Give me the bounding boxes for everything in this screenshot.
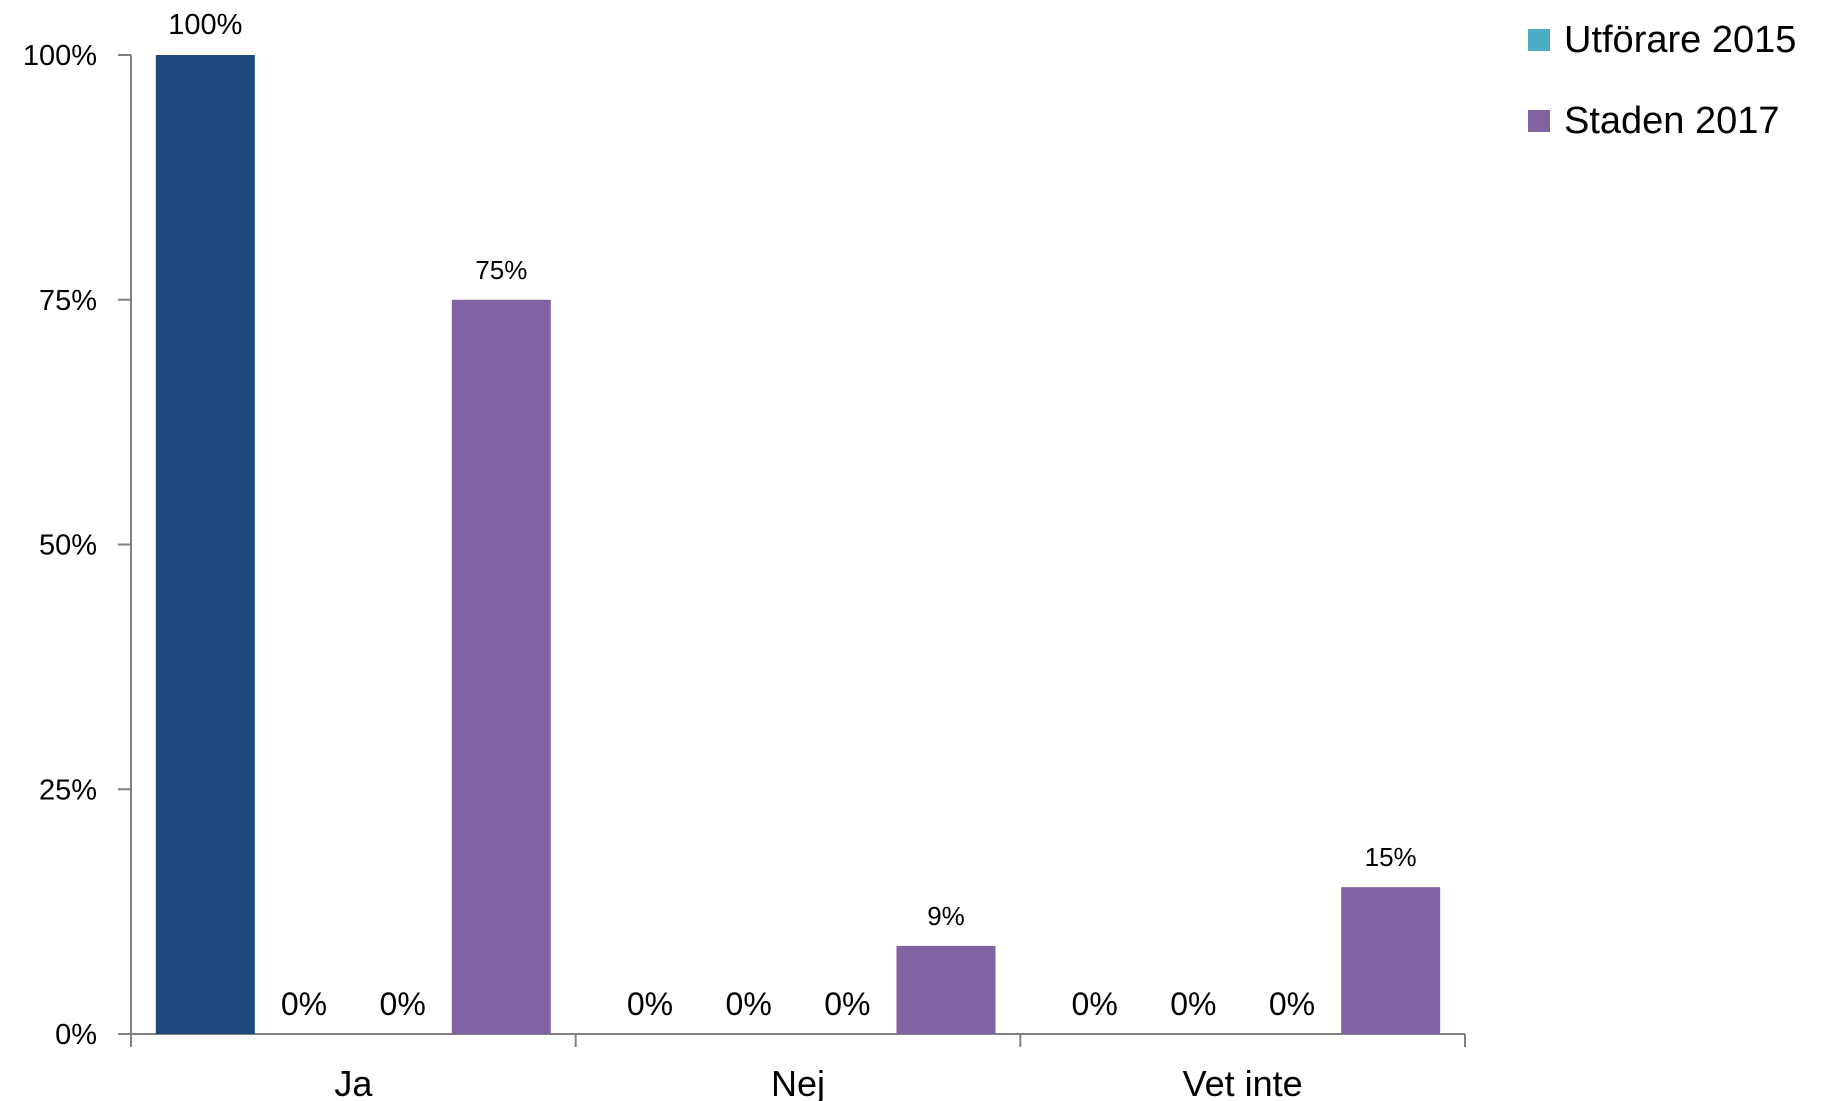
legend: Utförare 2015 Staden 2017 xyxy=(1528,18,1797,182)
legend-label-staden-2017: Staden 2017 xyxy=(1564,99,1780,142)
data-label: 0% xyxy=(1170,986,1216,1022)
data-label: 0% xyxy=(1269,986,1315,1022)
legend-label-utforare-2015: Utförare 2015 xyxy=(1564,18,1797,61)
data-labels: 100% 0% 0% 0% 0% 0% 0% 0% 0% 75% 9% 15% xyxy=(168,9,1416,1022)
x-category-label: Vet inte xyxy=(1183,1063,1303,1101)
x-axis: Ja Nej Vet inte xyxy=(130,1033,1466,1101)
data-label: 0% xyxy=(726,986,772,1022)
bar xyxy=(896,945,996,1034)
bar xyxy=(155,55,255,1034)
y-tick-label: 50% xyxy=(39,530,97,562)
y-tick-label: 75% xyxy=(39,285,97,317)
data-label: 0% xyxy=(1072,986,1118,1022)
data-label: 0% xyxy=(281,986,327,1022)
data-label: 100% xyxy=(168,9,242,41)
data-label: 0% xyxy=(824,986,870,1022)
y-axis: 0% 25% 50% 75% 100% xyxy=(23,40,132,1051)
y-tick-label: 0% xyxy=(55,1019,97,1051)
y-tick-label: 25% xyxy=(39,774,97,806)
legend-item-staden-2017: Staden 2017 xyxy=(1528,99,1796,142)
data-label: 15% xyxy=(1365,842,1417,872)
legend-swatch-staden-2017 xyxy=(1528,110,1550,132)
data-label: 75% xyxy=(475,255,527,285)
bars xyxy=(155,55,1441,1034)
y-tick-label: 100% xyxy=(23,40,97,72)
data-label: 9% xyxy=(927,901,965,931)
x-category-label: Nej xyxy=(771,1063,825,1101)
data-label: 0% xyxy=(627,986,673,1022)
data-label: 0% xyxy=(380,986,426,1022)
x-category-label: Ja xyxy=(334,1063,373,1101)
legend-item-utforare-2015: Utförare 2015 xyxy=(1528,18,1797,61)
legend-swatch-utforare-2015 xyxy=(1528,29,1550,51)
bar xyxy=(451,299,551,1034)
bar xyxy=(1341,887,1441,1034)
